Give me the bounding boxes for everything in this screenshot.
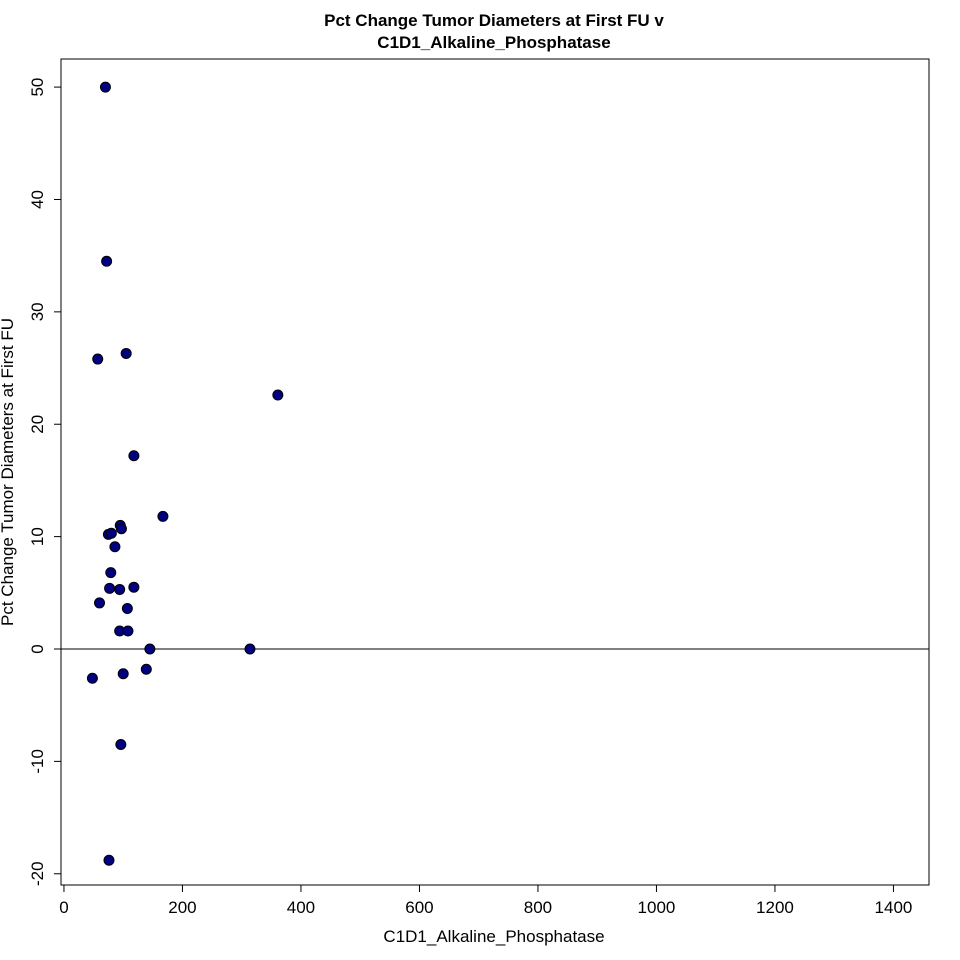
y-tick-label: 0: [28, 644, 47, 653]
y-tick-label: -10: [28, 749, 47, 774]
data-point: [115, 739, 127, 751]
data-point: [120, 347, 132, 359]
data-point: [244, 643, 256, 655]
data-point: [109, 541, 121, 553]
x-tick-label: 400: [287, 898, 315, 917]
data-point: [92, 353, 104, 365]
y-tick-label: 30: [28, 302, 47, 321]
data-point: [99, 81, 111, 93]
data-point: [114, 583, 126, 595]
y-tick-label: -20: [28, 861, 47, 886]
x-tick-label: 0: [59, 898, 68, 917]
x-tick-label: 600: [405, 898, 433, 917]
data-point: [121, 603, 133, 615]
x-tick-label: 1400: [875, 898, 913, 917]
x-tick-label: 1000: [638, 898, 676, 917]
data-point: [105, 527, 117, 539]
data-point: [105, 567, 117, 579]
y-axis-label: Pct Change Tumor Diameters at First FU: [0, 318, 17, 626]
y-tick-label: 10: [28, 527, 47, 546]
x-tick-label: 1200: [756, 898, 794, 917]
data-point: [115, 523, 127, 535]
data-point: [122, 625, 134, 637]
data-point: [101, 255, 113, 267]
data-point: [144, 643, 156, 655]
data-point: [103, 854, 115, 866]
data-points: [86, 81, 284, 866]
y-axis: -20 -10 0 10 20 30 40 50: [28, 78, 62, 886]
data-point: [94, 597, 106, 609]
chart-title-line1: Pct Change Tumor Diameters at First FU v: [324, 11, 664, 30]
x-tick-label: 200: [168, 898, 196, 917]
y-tick-label: 20: [28, 415, 47, 434]
x-axis: 0 200 400 600 800 1000 1200 1400: [59, 884, 913, 917]
y-tick-label: 40: [28, 190, 47, 209]
data-point: [86, 672, 98, 684]
x-tick-label: 800: [524, 898, 552, 917]
y-tick-label: 50: [28, 78, 47, 97]
data-point: [128, 581, 140, 593]
data-point: [272, 389, 284, 401]
data-point: [104, 582, 116, 594]
data-point: [128, 450, 140, 462]
data-point: [117, 668, 129, 680]
chart-title-line2: C1D1_Alkaline_Phosphatase: [377, 33, 610, 52]
data-point: [157, 510, 169, 522]
data-point: [140, 663, 152, 675]
x-axis-label: C1D1_Alkaline_Phosphatase: [383, 927, 604, 946]
